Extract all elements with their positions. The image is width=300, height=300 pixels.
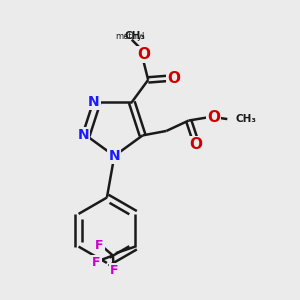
- Text: CH₃: CH₃: [124, 31, 145, 41]
- Text: O: O: [167, 71, 181, 86]
- Text: O: O: [207, 110, 220, 125]
- Text: N: N: [88, 95, 100, 109]
- Text: N: N: [77, 128, 89, 142]
- Text: methyl: methyl: [116, 32, 145, 41]
- Text: F: F: [92, 256, 101, 269]
- Text: O: O: [190, 137, 202, 152]
- Text: N: N: [109, 149, 120, 163]
- Text: CH₃: CH₃: [236, 114, 256, 124]
- Text: F: F: [95, 238, 104, 252]
- Text: F: F: [110, 264, 119, 277]
- Text: O: O: [137, 47, 150, 62]
